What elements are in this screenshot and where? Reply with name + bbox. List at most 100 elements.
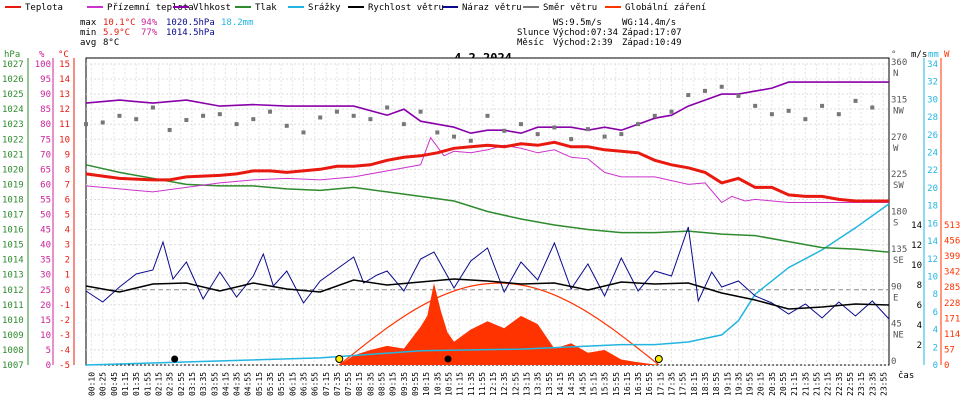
x-tick-label: 23:35 — [868, 372, 877, 396]
x-tick-label: 03:35 — [199, 372, 208, 396]
mm-tick-label: 32 — [927, 78, 938, 88]
stats-value: 94% — [141, 18, 158, 28]
mm-tick-label: 22 — [927, 166, 938, 176]
mm-tick-label: 18 — [927, 202, 938, 212]
w-tick-label: 0 — [944, 361, 949, 371]
wind-dir-point — [820, 103, 825, 108]
wind-dir-point — [669, 109, 674, 114]
x-tick-label: 21:15 — [790, 372, 799, 396]
legend-label: Vlhkost — [193, 3, 231, 13]
pct-tick-label: 100 — [35, 60, 51, 70]
hpa-tick-label: 1009 — [2, 331, 24, 341]
x-tick-label: 03:15 — [188, 372, 197, 396]
ws-value: WS:9.5m/s — [553, 18, 602, 28]
stats-value: avg — [80, 38, 96, 48]
right-axes: ° m/s mm W360N315NW270W225SW180S135SE90E45N… — [891, 50, 960, 371]
pct-tick-label: 45 — [40, 226, 51, 236]
radiation-theoretical-curve — [338, 282, 660, 366]
stats-value: 8°C — [103, 38, 119, 48]
mm-tick-label: 12 — [927, 255, 938, 265]
wind-dir-point — [234, 122, 239, 127]
hpa-tick-label: 1025 — [2, 90, 24, 100]
x-tick-label: 00:25 — [99, 372, 108, 396]
wind-dir-point — [284, 123, 289, 128]
wind-dir-point — [769, 112, 774, 117]
temperature-line — [85, 140, 889, 203]
x-tick-label: 18:55 — [712, 372, 721, 396]
legend: Teplota Přízemní teplota Vlhkost Tlak Srážky… — [5, 3, 706, 13]
wind-dir-point — [251, 117, 256, 122]
temp-tick-label: 4 — [65, 226, 70, 236]
temp-tick-label: -4 — [59, 346, 70, 356]
pct-tick-label: 40 — [40, 241, 51, 251]
hpa-unit: hPa — [4, 50, 20, 60]
mm-tick-label: 16 — [927, 219, 938, 229]
legend-label: Srážky — [308, 3, 341, 13]
sun-marker — [335, 355, 344, 363]
x-tick-label: 04:55 — [244, 372, 253, 396]
wind-dir-point — [201, 113, 206, 118]
wind-dir-point — [150, 105, 155, 110]
hpa-tick-label: 1008 — [2, 346, 24, 356]
mm-tick-label: 2 — [933, 343, 938, 353]
x-tick-label: 08:35 — [366, 372, 375, 396]
mm-unit: mm — [928, 50, 939, 60]
stats-value: max — [80, 18, 97, 28]
pct-tick-label: 10 — [40, 331, 51, 341]
hpa-tick-label: 1027 — [2, 60, 24, 70]
legend-label: Teplota — [25, 3, 63, 13]
dir-tick-name: SE — [893, 256, 904, 266]
wind-dir-point — [468, 138, 473, 143]
x-tick-label: 08:15 — [355, 372, 364, 396]
wind-gust-line — [85, 226, 890, 320]
dir-tick-name: W — [893, 144, 899, 154]
temp-tick-label: 6 — [65, 195, 70, 205]
moon-label: Měsíc — [517, 38, 544, 48]
x-tick-label: 17:55 — [679, 372, 688, 396]
stats-panel: max 10.1°C 94% 1020.5hPa 18.2mm min 5.9°C 77% 10… — [80, 18, 682, 48]
pct-tick-label: 0 — [46, 361, 51, 371]
x-tick-label: 13:15 — [523, 372, 532, 396]
x-tick-label: 04:15 — [221, 372, 230, 396]
mm-tick-label: 10 — [927, 272, 938, 282]
x-tick-label: 13:55 — [545, 372, 554, 396]
temp-tick-label: 7 — [65, 180, 70, 190]
pct-tick-label: 80 — [40, 120, 51, 130]
wind-dir-point — [385, 105, 390, 110]
pct-tick-label: 95 — [40, 75, 51, 85]
moon-rise: Východ:2:39 — [553, 38, 613, 48]
dir-tick-label: 90 — [891, 282, 902, 292]
mm-tick-label: 26 — [927, 131, 938, 141]
dir-tick-label: 225 — [891, 170, 907, 180]
hpa-tick-label: 1022 — [2, 135, 24, 145]
x-tick-label: 07:55 — [344, 372, 353, 396]
dir-tick-name: NW — [893, 106, 904, 116]
hpa-tick-label: 1007 — [2, 361, 24, 371]
x-tick-label: 22:35 — [835, 372, 844, 396]
dir-tick-label: 180 — [891, 208, 907, 218]
wind-dir-point — [184, 117, 189, 122]
wind-dir-point — [535, 132, 540, 137]
temp-tick-label: 5 — [65, 211, 70, 221]
x-tick-label: 10:35 — [433, 372, 442, 396]
stats-value: 1014.5hPa — [166, 28, 215, 38]
x-tick-label: 18:35 — [701, 372, 710, 396]
x-tick-label: 19:15 — [723, 372, 732, 396]
x-tick-label: 21:55 — [813, 372, 822, 396]
wind-dir-point — [167, 127, 172, 132]
legend-label: Tlak — [255, 3, 277, 13]
dir-tick-name: NE — [893, 331, 904, 341]
w-tick-label: 228 — [944, 299, 960, 309]
hpa-tick-label: 1024 — [2, 105, 24, 115]
mm-tick-label: 34 — [927, 60, 938, 70]
x-tick-label: 03:55 — [210, 372, 219, 396]
x-tick-label: 11:55 — [478, 372, 487, 396]
radiation-area — [339, 283, 659, 365]
x-tick-label: 22:55 — [846, 372, 855, 396]
hpa-tick-label: 1018 — [2, 195, 24, 205]
w-tick-label: 285 — [944, 283, 960, 293]
wind-dir-point — [552, 125, 557, 130]
x-tick-label: 18:15 — [690, 372, 699, 396]
x-tick-label: 15:35 — [601, 372, 610, 396]
